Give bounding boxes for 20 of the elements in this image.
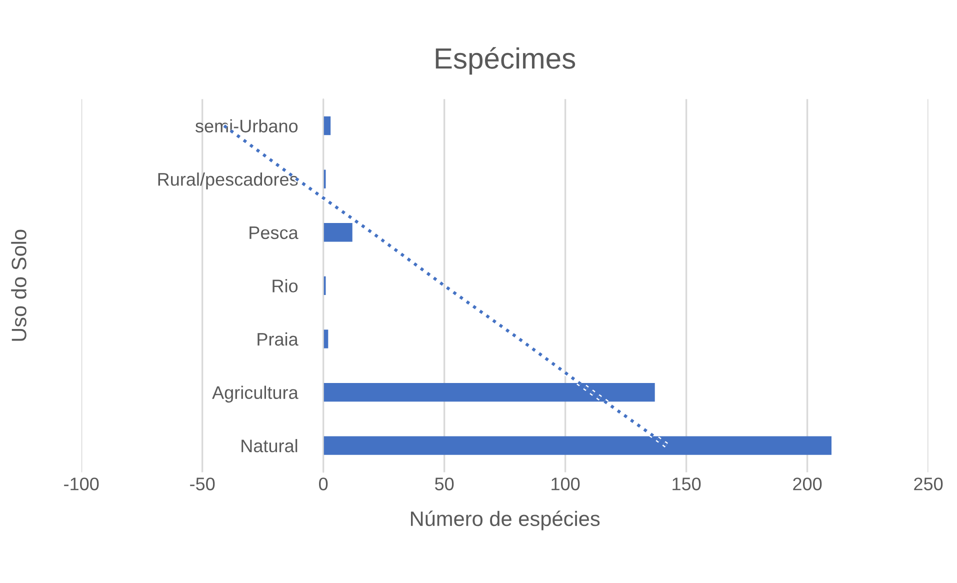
x-tick-label: 150 <box>672 478 701 490</box>
bar <box>323 223 352 242</box>
x-tick-label: 200 <box>793 478 822 490</box>
y-tick-label: Rio <box>272 279 298 292</box>
x-tick-label: -100 <box>64 478 99 490</box>
x-tick-label: 0 <box>319 478 328 490</box>
y-tick-label: Pesca <box>250 226 298 240</box>
y-tick-label: Natural <box>242 439 298 452</box>
y-tick-label: Praia <box>258 332 298 346</box>
x-tick-label: 100 <box>552 478 580 490</box>
y-tick-label: Rural/pescadores <box>158 172 298 190</box>
x-tick-label: 50 <box>435 478 454 490</box>
x-tick-label: 250 <box>914 478 943 490</box>
bar <box>323 382 655 402</box>
y-tick-label: Agricultura <box>212 386 298 403</box>
y-axis-title: Uso do Solo <box>11 230 26 341</box>
y-tick-label: semi-Urbano <box>195 119 298 132</box>
x-tick-label: -50 <box>190 478 215 490</box>
chart-title: Espécimes <box>436 47 576 75</box>
x-axis-title: Número de espécies <box>411 510 600 530</box>
